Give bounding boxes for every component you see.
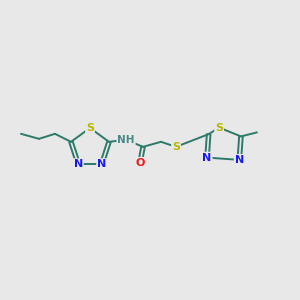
Text: S: S bbox=[86, 123, 94, 133]
Text: N: N bbox=[235, 155, 244, 165]
Text: N: N bbox=[202, 153, 212, 163]
Text: S: S bbox=[215, 123, 223, 133]
Text: S: S bbox=[172, 142, 180, 152]
Text: N: N bbox=[97, 159, 106, 169]
Text: O: O bbox=[135, 158, 145, 168]
Text: N: N bbox=[74, 159, 83, 169]
Text: NH: NH bbox=[117, 135, 135, 145]
